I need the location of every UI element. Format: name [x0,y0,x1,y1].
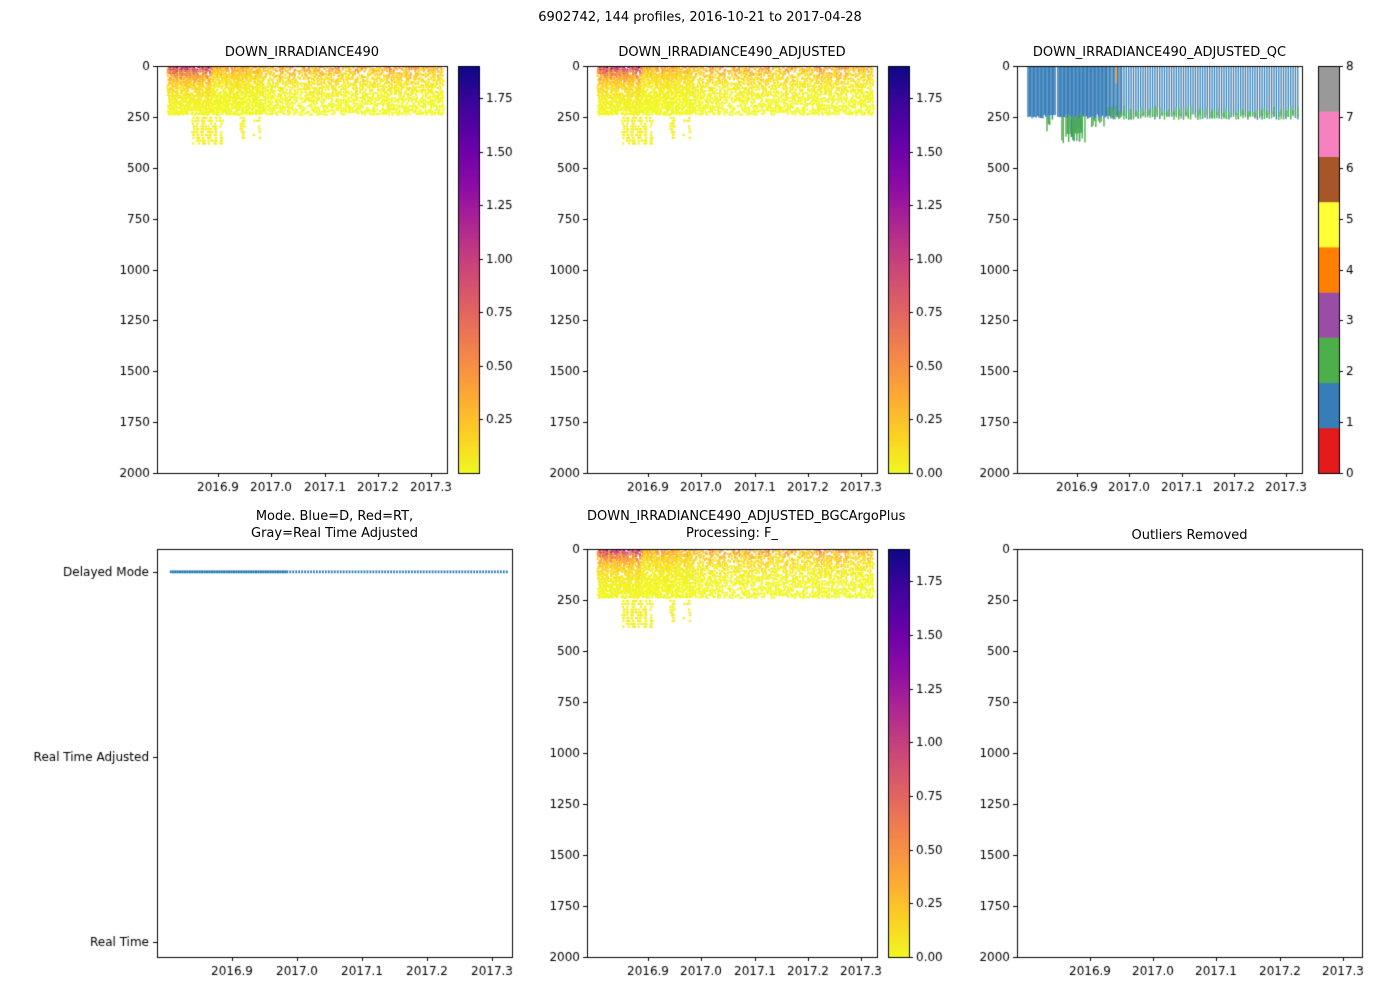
panel-title-mode-line2: Gray=Real Time Adjusted [251,526,418,541]
panel-title-down-irradiance490: DOWN_IRRADIANCE490 [224,45,380,60]
panel-title-bgcargoplus-line1: DOWN_IRRADIANCE490_ADJUSTED_BGCArgoPlus [587,509,906,524]
panel-title-bgcargoplus-line2: Processing: F_ [686,526,778,541]
panel-title-outliers-removed: Outliers Removed [1131,528,1248,543]
panel-title-bgcargoplus: DOWN_IRRADIANCE490_ADJUSTED_BGCArgoPlus … [587,508,906,542]
panel-title-down-irradiance490-adjusted: DOWN_IRRADIANCE490_ADJUSTED [618,45,846,60]
panel-title-mode: Mode. Blue=D, Red=RT, Gray=Real Time Adj… [157,508,512,542]
panel-title-down-irradiance490-adjusted-qc: DOWN_IRRADIANCE490_ADJUSTED_QC [1032,45,1287,60]
panel-title-mode-line1: Mode. Blue=D, Red=RT, [255,509,414,524]
